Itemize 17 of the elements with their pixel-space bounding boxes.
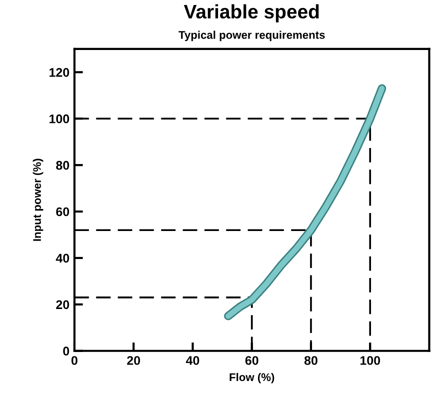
x-tick-label: 20 [127, 356, 140, 365]
chart-subtitle: Typical power requirements [178, 30, 325, 42]
y-tick-label: 40 [56, 254, 70, 263]
y-tick-label: 0 [63, 346, 70, 356]
x-tick-label: 80 [304, 356, 318, 365]
x-tick-label: 40 [186, 356, 200, 365]
y-tick-label: 120 [50, 68, 70, 77]
y-tick-label: 80 [56, 160, 70, 170]
x-axis-title: Flow (%) [230, 372, 274, 384]
x-tick-label: 60 [245, 356, 258, 365]
x-tick-label: 0 [71, 356, 78, 365]
chart-title: Variable speed [184, 4, 319, 22]
x-tick-label: 100 [360, 356, 380, 365]
y-axis-title: Input power (%) [32, 158, 44, 241]
y-tick-label: 20 [56, 300, 70, 310]
y-tick-label: 60 [56, 207, 70, 216]
y-tick-label: 100 [50, 114, 70, 124]
